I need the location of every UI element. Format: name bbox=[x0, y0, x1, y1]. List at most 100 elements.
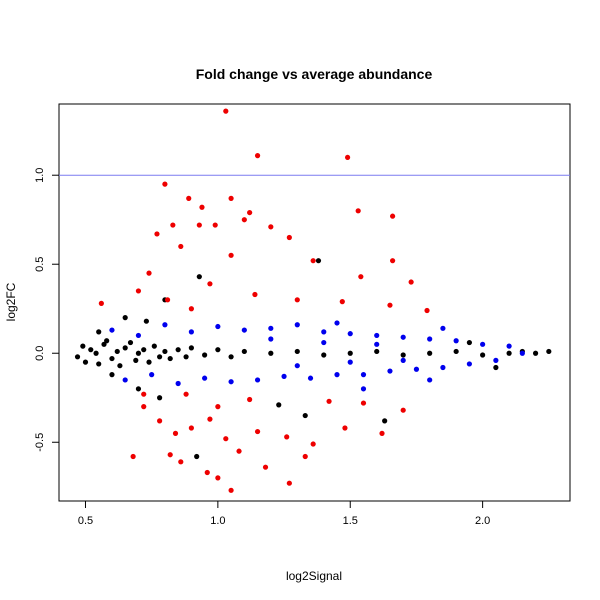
data-point bbox=[268, 336, 274, 342]
data-point bbox=[202, 375, 208, 381]
data-point bbox=[390, 213, 396, 219]
data-point bbox=[96, 329, 102, 335]
data-point bbox=[387, 368, 393, 374]
data-point bbox=[204, 469, 210, 476]
data-point bbox=[453, 338, 459, 344]
data-point bbox=[506, 350, 512, 356]
data-point bbox=[347, 350, 353, 356]
y-axis-label: log2FC bbox=[4, 282, 18, 321]
data-point bbox=[146, 359, 152, 365]
data-point bbox=[154, 231, 160, 237]
x-axis-label: log2Signal bbox=[286, 569, 342, 583]
data-point bbox=[215, 475, 221, 481]
data-point bbox=[199, 204, 205, 210]
data-point bbox=[228, 195, 234, 201]
data-point bbox=[315, 258, 322, 264]
data-point bbox=[466, 339, 472, 346]
data-point bbox=[358, 274, 364, 280]
data-point bbox=[276, 402, 282, 408]
data-point bbox=[236, 448, 242, 454]
data-point bbox=[400, 334, 406, 340]
data-point bbox=[466, 361, 472, 367]
data-point bbox=[109, 372, 115, 378]
data-point bbox=[310, 441, 316, 447]
data-point bbox=[157, 354, 163, 360]
data-points bbox=[74, 108, 552, 493]
data-point bbox=[493, 357, 499, 363]
data-point bbox=[493, 364, 499, 371]
data-point bbox=[400, 352, 406, 358]
data-point bbox=[506, 343, 512, 349]
data-point bbox=[247, 396, 253, 403]
data-point bbox=[101, 341, 107, 347]
data-point bbox=[247, 209, 253, 216]
data-point bbox=[294, 363, 300, 369]
y-tick-label: 1.0 bbox=[34, 168, 46, 183]
y-axis: -0.5 0.0 0.5 1.0 bbox=[34, 168, 60, 452]
data-point bbox=[223, 436, 229, 442]
data-point bbox=[133, 357, 139, 363]
data-point bbox=[254, 153, 261, 159]
data-point bbox=[326, 398, 332, 404]
data-point bbox=[215, 404, 221, 410]
data-point bbox=[440, 364, 446, 371]
data-point bbox=[141, 404, 147, 410]
data-point bbox=[344, 154, 351, 161]
data-point bbox=[162, 322, 168, 328]
data-point bbox=[167, 452, 173, 458]
data-point bbox=[374, 341, 380, 347]
data-point bbox=[196, 274, 202, 280]
data-point bbox=[228, 354, 234, 360]
data-point bbox=[186, 195, 192, 201]
data-point bbox=[294, 348, 300, 355]
data-point bbox=[183, 354, 189, 360]
data-point bbox=[82, 359, 89, 365]
data-point bbox=[170, 222, 176, 228]
data-point bbox=[178, 459, 184, 465]
data-point bbox=[286, 234, 292, 241]
data-point bbox=[109, 355, 115, 362]
data-point bbox=[122, 315, 128, 321]
data-point bbox=[178, 243, 184, 250]
data-point bbox=[480, 341, 486, 347]
data-point bbox=[167, 355, 173, 362]
data-point bbox=[382, 418, 388, 424]
data-point bbox=[379, 430, 385, 436]
data-point bbox=[268, 325, 274, 331]
data-point bbox=[117, 363, 123, 369]
data-point bbox=[519, 350, 525, 356]
data-point bbox=[400, 357, 406, 363]
data-point bbox=[157, 418, 163, 424]
plot-area-frame bbox=[58, 103, 571, 502]
data-point bbox=[281, 373, 287, 379]
data-point bbox=[342, 425, 348, 431]
data-point bbox=[122, 377, 128, 383]
data-point bbox=[321, 329, 327, 335]
data-point bbox=[202, 352, 208, 358]
data-point bbox=[294, 297, 300, 303]
data-point bbox=[215, 347, 221, 353]
data-point bbox=[188, 345, 194, 351]
data-point bbox=[302, 453, 308, 460]
data-point bbox=[122, 345, 128, 351]
data-point bbox=[141, 347, 147, 353]
data-point bbox=[360, 372, 367, 378]
data-point bbox=[262, 464, 269, 470]
data-point bbox=[252, 291, 258, 298]
data-point bbox=[162, 348, 168, 355]
data-point bbox=[241, 348, 247, 355]
data-point bbox=[321, 339, 327, 346]
data-point bbox=[254, 428, 261, 435]
x-tick-label: 1.5 bbox=[343, 515, 358, 527]
data-point bbox=[387, 302, 393, 308]
data-point bbox=[207, 281, 213, 287]
data-point bbox=[427, 377, 433, 383]
y-tick-label: 0.5 bbox=[34, 257, 46, 272]
data-point bbox=[196, 222, 202, 228]
data-point bbox=[175, 347, 181, 353]
data-point bbox=[135, 332, 142, 339]
data-point bbox=[360, 386, 367, 392]
data-point bbox=[149, 372, 155, 378]
data-point bbox=[268, 350, 274, 356]
